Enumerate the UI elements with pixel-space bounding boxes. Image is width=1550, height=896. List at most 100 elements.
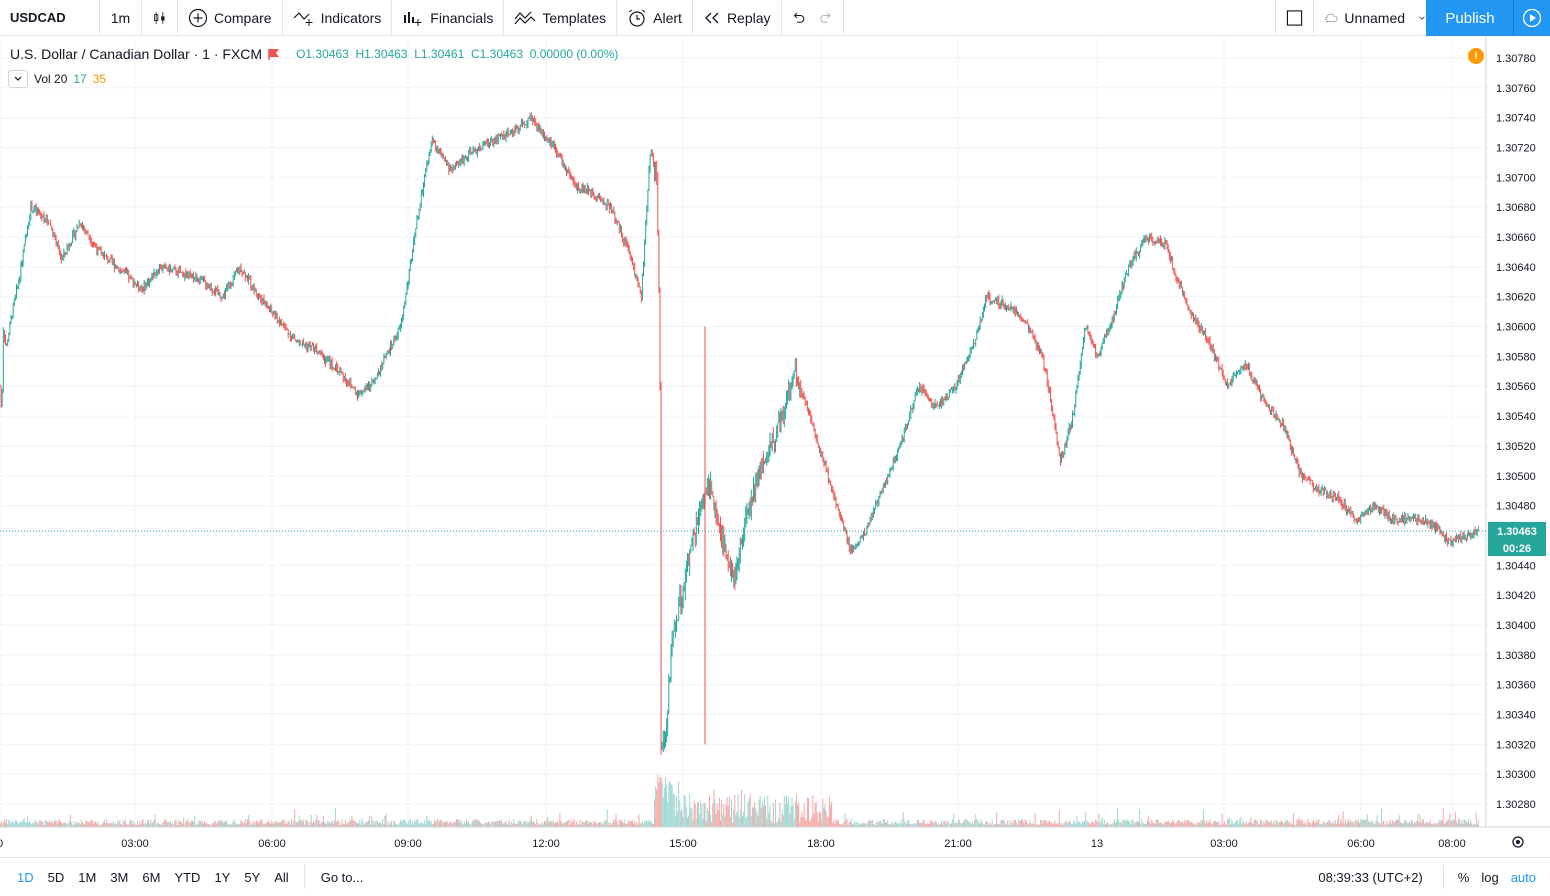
goto-button[interactable]: Go to... [320,869,364,885]
time-tick: 03:00 [121,838,149,850]
time-tick: 0 [0,838,3,850]
volume-legend: Vol 20 17 35 [8,70,106,88]
indicators-button[interactable]: Indicators [283,0,393,36]
price-tick: 1.30360 [1496,680,1536,692]
undo-redo-group [782,0,844,36]
templates-button[interactable]: Templates [504,0,618,36]
price-tick: 1.30400 [1496,620,1536,632]
replay-label: Replay [726,9,771,26]
undo-icon[interactable] [792,11,806,25]
symbol-title[interactable]: U.S. Dollar / Canadian Dollar · 1 · FXCM [10,46,263,62]
select-layout-button[interactable] [1276,0,1314,36]
alert-label: Alert [653,9,682,26]
time-tick: 18:00 [807,838,835,850]
price-tick: 1.30680 [1496,202,1536,214]
cloud-icon [1325,13,1338,22]
interval-select[interactable]: 1m [100,0,142,36]
templates-label: Templates [542,9,607,26]
price-tick: 1.30480 [1496,501,1536,513]
time-axis: 0 03:00 06:00 09:00 12:00 15:00 18:00 21:00 13 03… [0,838,1466,850]
price-tick: 1.30520 [1496,441,1536,453]
range-5d[interactable]: 5D [47,869,65,885]
toolbar-spacer [844,0,1276,36]
chart-grid [0,37,1486,827]
rewind-icon [705,12,719,23]
volume-label[interactable]: Vol 20 [34,72,68,86]
range-6m[interactable]: 6M [142,869,161,885]
price-tick: 1.30440 [1496,560,1536,572]
countdown-text: 00:26 [1503,543,1531,555]
percent-toggle[interactable]: % [1457,869,1470,885]
price-tick: 1.30720 [1496,142,1536,154]
axis-settings-button[interactable] [1512,836,1524,848]
range-1d[interactable]: 1D [17,869,34,885]
financials-label: Financials [430,9,494,26]
date-ranges: 1D 5D 1M 3M 6M YTD 1Y 5Y All [0,870,296,885]
volume-value-a: 17 [73,72,87,86]
publish-button[interactable]: Publish [1426,0,1514,36]
price-tick: 1.30340 [1496,710,1536,722]
high-label: H [355,47,365,61]
time-tick: 03:00 [1210,838,1238,850]
time-tick: 21:00 [944,838,972,850]
price-tick: 1.30280 [1496,799,1536,811]
play-icon [1522,8,1542,28]
range-1y[interactable]: 1Y [214,869,231,885]
volume-bars [0,774,1479,827]
top-toolbar: USDCAD 1m Compare Indicators Financials … [0,0,1550,36]
last-price-text: 1.30463 [1497,526,1537,538]
layout-name-label: Unnamed [1344,9,1406,26]
compare-button[interactable]: Compare [178,0,283,36]
chevron-down-icon [14,76,22,81]
time-tick: 12:00 [532,838,560,850]
log-toggle[interactable]: log [1481,869,1499,885]
range-5y[interactable]: 5Y [244,869,261,885]
gear-center [1516,840,1520,844]
alarm-clock-icon [628,9,646,27]
last-price-label: 1.30463 00:26 [1488,521,1546,556]
range-ytd[interactable]: YTD [174,869,201,885]
templates-icon [514,11,536,24]
close-value: 1.30463 [479,47,524,61]
volume-value-b: 35 [92,72,107,86]
clock[interactable]: 08:39:33 (UTC+2) [1318,869,1423,885]
play-button[interactable] [1513,0,1550,36]
square-icon [1286,9,1303,26]
time-tick: 08:00 [1438,838,1466,850]
auto-toggle[interactable]: auto [1510,869,1536,885]
price-tick: 1.30560 [1496,381,1536,393]
open-value: 1.30463 [305,47,349,61]
change-value: 0.00000 (0.00%) [529,47,619,61]
warning-icon[interactable]: ! [1468,48,1484,64]
price-tick: 1.30760 [1496,83,1536,95]
plus-circle-icon [188,8,208,27]
price-axis: 1.30780 1.30760 1.30740 1.30720 1.30700 1.306… [1496,53,1536,811]
flag-icon[interactable] [268,48,280,60]
price-tick: 1.30600 [1496,322,1536,334]
range-1m[interactable]: 1M [78,869,97,885]
low-value: 1.30461 [420,47,465,61]
range-3m[interactable]: 3M [110,869,129,885]
price-tick: 1.30780 [1496,53,1536,65]
price-tick: 1.30540 [1496,411,1536,423]
alert-button[interactable]: Alert [617,0,693,36]
time-tick: 09:00 [394,838,422,850]
indicators-label: Indicators [320,9,382,26]
financials-button[interactable]: Financials [392,0,505,36]
price-chart[interactable]: 1.30780 1.30760 1.30740 1.30720 1.30700 1.306… [0,37,1550,857]
price-tick: 1.30740 [1496,113,1536,125]
price-tick: 1.30420 [1496,590,1536,602]
price-tick: 1.30700 [1496,172,1536,184]
redo-icon[interactable] [819,11,833,25]
price-tick: 1.30580 [1496,351,1536,363]
range-all[interactable]: All [274,869,289,885]
chart-type-button[interactable] [142,0,178,36]
price-tick: 1.30380 [1496,650,1536,662]
time-tick: 06:00 [258,838,286,850]
gear-icon [1512,836,1524,848]
layout-name-button[interactable]: Unnamed [1314,0,1436,36]
replay-button[interactable]: Replay [693,0,782,36]
collapse-legend-button[interactable] [8,70,28,88]
symbol-search[interactable]: USDCAD [0,0,100,36]
indicators-icon [293,11,313,26]
